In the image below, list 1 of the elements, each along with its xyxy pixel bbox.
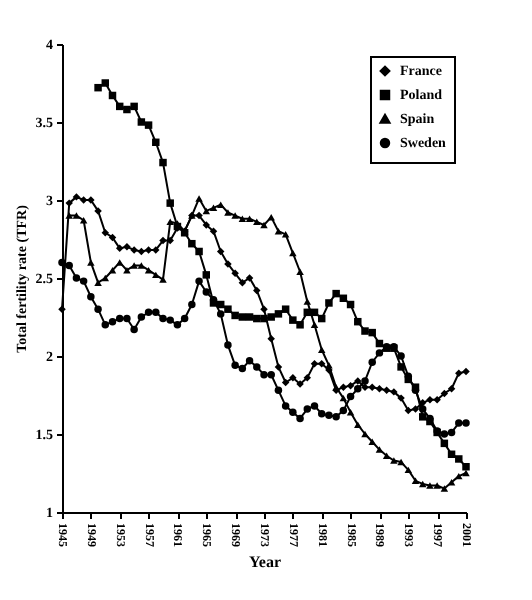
x-axis-title: Year <box>249 553 282 571</box>
